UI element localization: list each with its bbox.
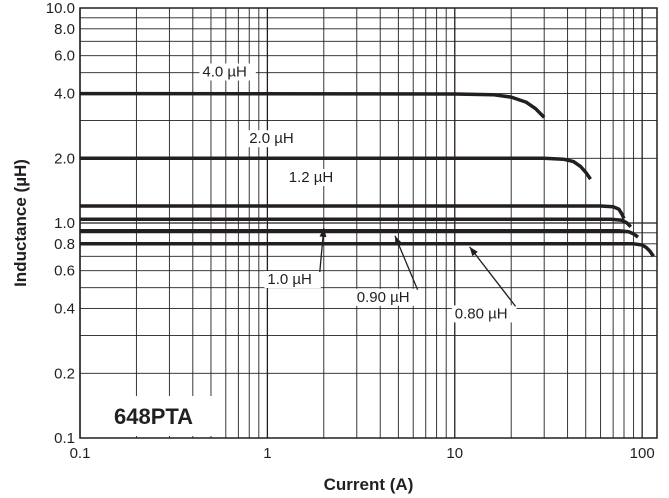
x-tick-label: 0.1 — [70, 445, 91, 462]
series-line — [80, 229, 640, 239]
series-label: 0.90 µH — [357, 289, 410, 306]
y-axis-title: Inductance (µH) — [11, 159, 30, 287]
series-label: 1.2 µH — [289, 169, 334, 186]
tick-labels: 0.1 1 10 100 0.1 0.2 0.4 0.6 0.8 1.0 2.0 4.0 6.0 8.0 1… — [46, 0, 655, 462]
x-axis-title: Current (A) — [324, 475, 414, 494]
series-line — [79, 91, 546, 119]
y-tick-label: 1.0 — [54, 215, 75, 232]
y-tick-label: 2.0 — [54, 150, 75, 167]
part-number-badge: 648PTA — [100, 396, 218, 436]
series-label: 2.0 µH — [249, 130, 294, 147]
x-tick-label: 100 — [630, 445, 655, 462]
y-tick-label: 0.6 — [54, 263, 75, 280]
y-tick-label: 8.0 — [54, 21, 75, 38]
y-tick-label: 4.0 — [54, 86, 75, 103]
series-label-background — [451, 305, 517, 323]
series-line — [80, 156, 592, 181]
series-line — [80, 217, 633, 229]
series-label-background — [199, 63, 256, 81]
part-number-background — [100, 396, 218, 436]
series-label-background — [264, 271, 321, 289]
curves — [79, 91, 655, 258]
series-label: 0.80 µH — [455, 305, 508, 322]
y-tick-label: 0.1 — [54, 430, 75, 447]
leader-line — [469, 246, 517, 307]
y-tick-label: 6.0 — [54, 48, 75, 65]
y-tick-label: 0.4 — [54, 301, 75, 318]
series-line — [80, 204, 626, 220]
series-label: 4.0 µH — [202, 64, 247, 81]
arrow-head — [319, 227, 327, 238]
leader-line — [394, 235, 419, 291]
y-tick-label: 10.0 — [46, 0, 75, 17]
plot-frame — [79, 7, 658, 439]
grid — [79, 8, 657, 438]
arrow-head — [395, 235, 402, 246]
series-line — [80, 242, 655, 258]
y-tick-label: 0.8 — [54, 236, 75, 253]
series-label-background — [353, 288, 419, 306]
arrow-head — [469, 246, 478, 257]
series-label: 1.0 µH — [267, 271, 312, 288]
y-tick-label: 0.2 — [54, 365, 75, 382]
part-number-label: 648PTA — [114, 404, 193, 429]
series-label-background — [246, 130, 303, 148]
curve-labels: 4.0 µH 2.0 µH 1.2 µH 1.0 µH 0.90 µH 0.80 µH — [199, 63, 517, 323]
x-tick-label: 1 — [263, 445, 271, 462]
series-label-background — [285, 169, 343, 187]
x-tick-label: 10 — [446, 445, 463, 462]
